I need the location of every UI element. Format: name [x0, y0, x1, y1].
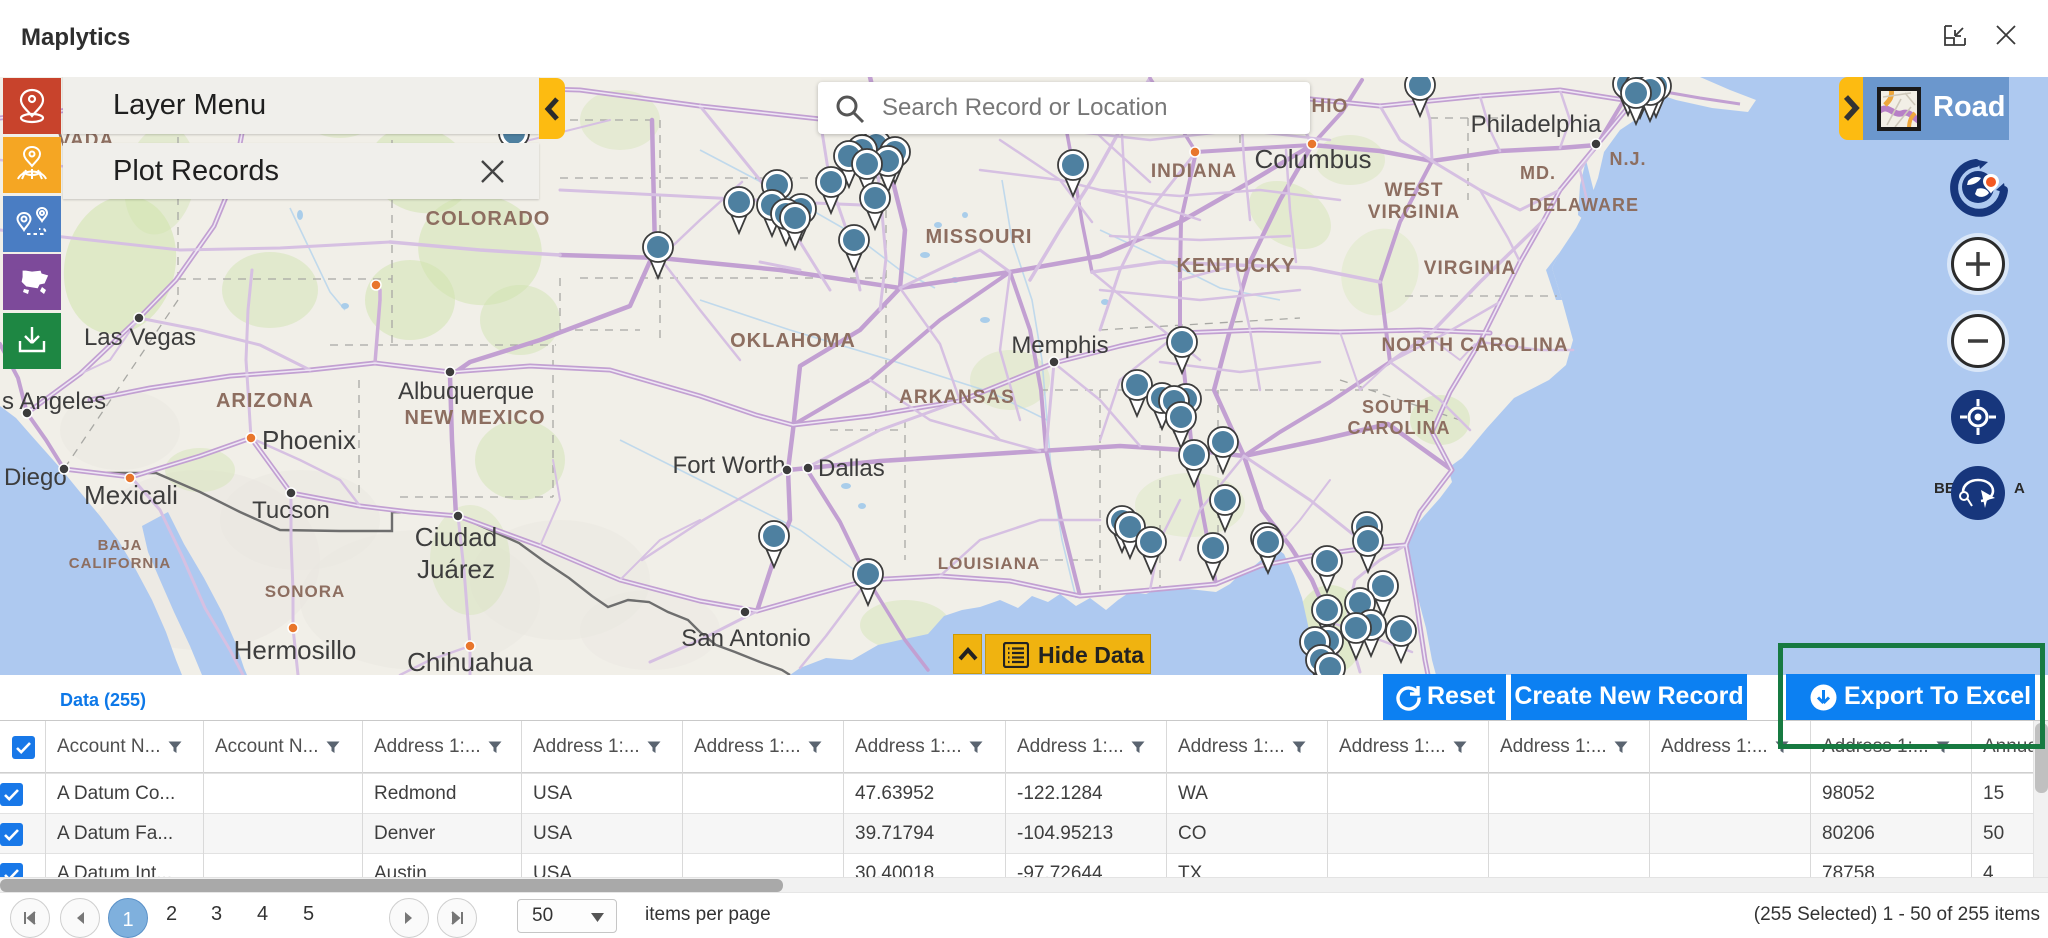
svg-text:Memphis: Memphis — [1011, 332, 1108, 359]
svg-text:ARKANSAS: ARKANSAS — [899, 387, 1015, 408]
svg-text:MD.: MD. — [1520, 163, 1556, 183]
svg-text:Tucson: Tucson — [252, 497, 330, 524]
svg-text:NEW MEXICO: NEW MEXICO — [404, 407, 545, 429]
svg-text:Phoenix: Phoenix — [262, 425, 356, 455]
svg-text:CAROLINA: CAROLINA — [1348, 418, 1451, 438]
svg-text:OKLAHOMA: OKLAHOMA — [730, 330, 856, 352]
svg-text:INDIANA: INDIANA — [1151, 161, 1237, 182]
svg-text:MISSOURI: MISSOURI — [926, 226, 1033, 248]
svg-text:WEST: WEST — [1385, 180, 1444, 201]
svg-text:Las Vegas: Las Vegas — [84, 324, 196, 351]
svg-text:Fort Worth: Fort Worth — [673, 452, 786, 479]
svg-text:BAJA: BAJA — [98, 537, 143, 554]
svg-text:Hermosillo: Hermosillo — [234, 635, 357, 665]
svg-text:KENTUCKY: KENTUCKY — [1176, 255, 1295, 277]
svg-text:BE: BE — [1934, 480, 1955, 497]
svg-text:Philadelphia: Philadelphia — [1471, 111, 1602, 138]
svg-text:SOUTH: SOUTH — [1362, 397, 1430, 417]
svg-text:SONORA: SONORA — [265, 582, 346, 601]
svg-text:s Angeles: s Angeles — [2, 388, 106, 415]
svg-text:N.J.: N.J. — [1609, 149, 1646, 169]
svg-text:COLORADO: COLORADO — [426, 208, 551, 230]
svg-text:Ciudad: Ciudad — [415, 522, 497, 552]
svg-text:Albuquerque: Albuquerque — [398, 378, 534, 405]
svg-text:Mexicali: Mexicali — [84, 480, 178, 510]
svg-text:DELAWARE: DELAWARE — [1529, 195, 1639, 215]
svg-text:ARIZONA: ARIZONA — [216, 390, 314, 412]
svg-text:San Antonio: San Antonio — [681, 625, 810, 652]
svg-text:Juárez: Juárez — [417, 554, 495, 584]
svg-text:VIRGINIA: VIRGINIA — [1424, 258, 1516, 279]
svg-text:NORTH CAROLINA: NORTH CAROLINA — [1381, 335, 1568, 356]
svg-text:Diego: Diego — [4, 464, 67, 491]
svg-text:CALIFORNIA: CALIFORNIA — [69, 555, 172, 572]
svg-text:VIRGINIA: VIRGINIA — [1368, 202, 1460, 223]
svg-text:Dallas: Dallas — [818, 455, 885, 482]
svg-text:A: A — [2014, 480, 2025, 497]
svg-text:LOUISIANA: LOUISIANA — [938, 554, 1041, 573]
